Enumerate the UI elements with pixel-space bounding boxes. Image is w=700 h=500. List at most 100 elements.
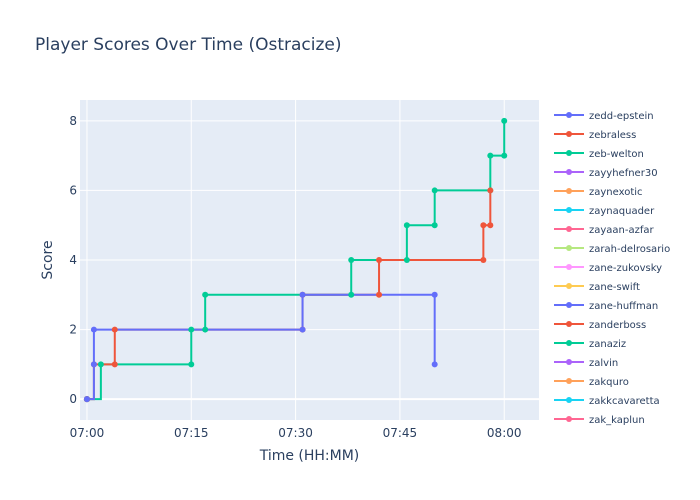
legend-marker	[566, 150, 572, 156]
series-line-zedd-epstein	[86, 293, 436, 401]
data-point-zedd-epstein	[431, 291, 438, 298]
data-point-zeb-welton	[487, 152, 494, 159]
legend-item-zaynexotic[interactable]: zaynexotic	[554, 187, 643, 198]
legend-item-zeb-welton[interactable]: zeb-welton	[554, 149, 644, 160]
legend-item-zanaziz[interactable]: zanaziz	[554, 339, 626, 350]
y-tick-label: 8	[69, 114, 77, 128]
series-markers	[83, 117, 508, 403]
data-point-zebraless	[376, 291, 383, 298]
y-axis-ticks: 0 2 4 6 8	[69, 114, 77, 406]
data-point-zedd-epstein	[299, 326, 306, 333]
data-point-zedd-epstein	[83, 396, 90, 403]
legend-label: zanderboss	[589, 320, 646, 331]
legend-item-zayyhefner30[interactable]: zayyhefner30	[554, 168, 658, 179]
data-point-zeb-welton	[97, 361, 104, 368]
legend-item-zalvin[interactable]: zalvin	[554, 358, 618, 369]
x-axis-ticks: 07:00 07:15 07:30 07:45 08:00	[70, 426, 522, 440]
data-point-zeb-welton	[202, 291, 209, 298]
legend-label: zanaziz	[589, 339, 626, 350]
legend-item-zane-zukovsky[interactable]: zane-zukovsky	[554, 263, 662, 274]
data-point-zeb-welton	[188, 361, 195, 368]
y-tick-label: 2	[69, 323, 77, 337]
x-tick-label: 07:45	[383, 426, 418, 440]
data-point-zebraless	[111, 361, 118, 368]
legend-item-zakquro[interactable]: zakquro	[554, 377, 629, 388]
legend-label: zalvin	[589, 358, 618, 369]
legend-marker	[566, 359, 572, 365]
legend-label: zeb-welton	[589, 149, 644, 160]
data-point-zedd-epstein	[431, 361, 438, 368]
legend-label: zane-huffman	[589, 301, 658, 312]
legend-marker	[566, 321, 572, 327]
data-point-zebraless	[480, 257, 487, 263]
legend-marker	[566, 245, 572, 251]
x-tick-label: 07:15	[174, 426, 209, 440]
legend[interactable]: zedd-epstein zebraless zeb-welton zayyhefne…	[554, 111, 670, 426]
data-point-zebraless	[487, 222, 494, 229]
data-point-zebraless	[480, 222, 487, 229]
legend-label: zedd-epstein	[589, 111, 654, 122]
data-point-zeb-welton	[188, 326, 195, 333]
chart-title: Player Scores Over Time (Ostracize)	[35, 35, 342, 55]
data-point-zeb-welton	[501, 117, 508, 124]
legend-label: zebraless	[589, 130, 636, 141]
legend-item-zarah-delrosario[interactable]: zarah-delrosario	[554, 244, 670, 255]
data-point-zeb-welton	[403, 257, 410, 263]
legend-marker	[566, 169, 572, 175]
legend-marker	[566, 340, 572, 346]
legend-marker	[566, 283, 572, 289]
grid	[80, 100, 539, 420]
legend-item-zebraless[interactable]: zebraless	[554, 130, 636, 141]
legend-label: zayaan-azfar	[589, 225, 655, 236]
legend-item-zane-swift[interactable]: zane-swift	[554, 282, 640, 293]
data-point-zeb-welton	[348, 257, 355, 263]
legend-marker	[566, 112, 572, 118]
legend-item-zakkcavaretta[interactable]: zakkcavaretta	[554, 396, 660, 407]
legend-label: zaynexotic	[589, 187, 643, 198]
legend-marker	[566, 264, 572, 270]
legend-marker	[566, 131, 572, 137]
data-point-zebraless	[376, 257, 383, 263]
y-tick-label: 4	[69, 253, 77, 267]
data-point-zeb-welton	[403, 222, 410, 229]
data-point-zedd-epstein	[90, 326, 97, 333]
y-axis-title: Score	[40, 240, 56, 279]
x-tick-label: 07:30	[278, 426, 313, 440]
legend-label: zarah-delrosario	[589, 244, 670, 255]
legend-item-zak_kaplun[interactable]: zak_kaplun	[554, 415, 645, 426]
data-point-zeb-welton	[501, 152, 508, 159]
legend-marker	[566, 188, 572, 194]
data-point-zebraless	[487, 187, 494, 194]
y-tick-label: 6	[69, 183, 77, 197]
legend-marker	[566, 226, 572, 232]
legend-label: zak_kaplun	[589, 415, 645, 426]
x-axis-title: Time (HH:MM)	[259, 448, 360, 464]
data-point-zeb-welton	[348, 291, 355, 298]
legend-label: zaynaquader	[589, 206, 655, 217]
data-point-zedd-epstein	[299, 291, 306, 298]
data-point-zedd-epstein	[90, 361, 97, 368]
legend-item-zaynaquader[interactable]: zaynaquader	[554, 206, 655, 217]
y-tick-label: 0	[69, 392, 77, 406]
legend-marker	[566, 302, 572, 308]
legend-item-zayaan-azfar[interactable]: zayaan-azfar	[554, 225, 655, 236]
x-tick-label: 07:00	[70, 426, 105, 440]
legend-label: zane-zukovsky	[589, 263, 662, 274]
x-tick-label: 08:00	[487, 426, 522, 440]
data-point-zebraless	[111, 326, 118, 333]
legend-item-zane-huffman[interactable]: zane-huffman	[554, 301, 658, 312]
data-point-zeb-welton	[202, 326, 209, 333]
legend-label: zakquro	[589, 377, 629, 388]
legend-marker	[566, 416, 572, 422]
legend-marker	[566, 397, 572, 403]
data-point-zeb-welton	[431, 187, 438, 194]
legend-marker	[566, 378, 572, 384]
legend-label: zane-swift	[589, 282, 640, 293]
legend-item-zedd-epstein[interactable]: zedd-epstein	[554, 111, 654, 122]
legend-marker	[566, 207, 572, 213]
legend-item-zanderboss[interactable]: zanderboss	[554, 320, 646, 331]
legend-label: zakkcavaretta	[589, 396, 660, 407]
data-point-zeb-welton	[431, 222, 438, 229]
legend-label: zayyhefner30	[589, 168, 658, 179]
